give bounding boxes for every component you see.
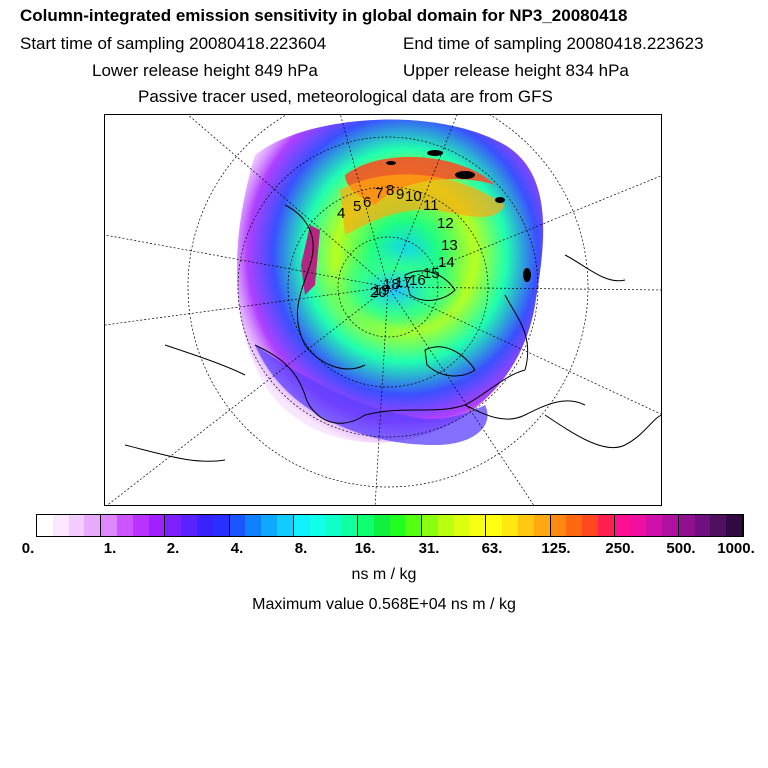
traj-label: 17 bbox=[395, 274, 412, 291]
coastlines bbox=[124, 204, 661, 462]
colorbar-tick: 16. bbox=[354, 540, 376, 557]
colorbar-segment bbox=[678, 515, 695, 536]
map-canvas: 4 5 6 7 8 9 10 11 12 13 14 15 16 17 18 1… bbox=[105, 115, 661, 505]
traj-label: 10 bbox=[405, 188, 422, 205]
traj-label: 14 bbox=[438, 254, 455, 271]
figure-title: Column-integrated emission sensitivity i… bbox=[20, 6, 628, 25]
colorbar-segment bbox=[52, 515, 69, 536]
traj-label: 11 bbox=[423, 197, 439, 214]
colorbar-segment bbox=[357, 515, 374, 536]
colorbar-segment bbox=[276, 515, 294, 536]
traj-label: 6 bbox=[363, 194, 371, 211]
emission-sensitivity-map: 4 5 6 7 8 9 10 11 12 13 14 15 16 17 18 1… bbox=[104, 114, 662, 506]
plume-orange-band bbox=[340, 174, 505, 235]
colorbar-segment bbox=[309, 515, 326, 536]
colorbar-segment bbox=[229, 515, 246, 536]
colorbar-segment bbox=[517, 515, 534, 536]
colorbar-tick: 125. bbox=[541, 540, 571, 557]
traj-label: 7 bbox=[375, 185, 383, 202]
colorbar-segment bbox=[212, 515, 230, 536]
colorbar-segment bbox=[148, 515, 166, 536]
dark-islands bbox=[386, 150, 531, 282]
colorbar-segment bbox=[662, 515, 679, 536]
colorbar-segment bbox=[550, 515, 567, 536]
colorbar-segment bbox=[68, 515, 85, 536]
colorbar-tick: 8. bbox=[294, 540, 308, 557]
end-time: End time of sampling 20080418.223623 bbox=[403, 34, 704, 53]
traj-label: 12 bbox=[437, 215, 454, 232]
traj-label: 19 bbox=[373, 282, 390, 299]
colorbar-segment bbox=[582, 515, 598, 536]
start-time: Start time of sampling 20080418.223604 bbox=[20, 34, 327, 53]
colorbar-segment bbox=[710, 515, 727, 536]
upper-release-height: Upper release height 834 hPa bbox=[403, 61, 629, 80]
colorbar-segment bbox=[614, 515, 631, 536]
colorbar-segment bbox=[181, 515, 197, 536]
traj-label: 16 bbox=[409, 272, 426, 289]
colorbar-segment bbox=[502, 515, 518, 536]
colorbar-segment bbox=[325, 515, 342, 536]
colorbar-segment bbox=[196, 515, 213, 536]
colorbar-segment bbox=[101, 515, 117, 536]
maximum-value: Maximum value 0.568E+04 ns m / kg bbox=[252, 596, 516, 613]
colorbar bbox=[36, 514, 744, 537]
traj-label: 13 bbox=[441, 237, 458, 254]
graticule bbox=[105, 115, 661, 505]
colorbar-segment bbox=[597, 515, 615, 536]
traj-label: 4 bbox=[337, 205, 345, 222]
plume-lower-lobe bbox=[255, 345, 488, 445]
colorbar-segment bbox=[405, 515, 423, 536]
colorbar-segment bbox=[646, 515, 663, 536]
colorbar-tick: 250. bbox=[605, 540, 635, 557]
colorbar-segment bbox=[341, 515, 358, 536]
traj-label: 5 bbox=[353, 198, 361, 215]
colorbar-segment bbox=[726, 515, 744, 536]
colorbar-tick: 2. bbox=[166, 540, 180, 557]
colorbar-segment bbox=[116, 515, 133, 536]
lower-release-height: Lower release height 849 hPa bbox=[92, 61, 318, 80]
colorbar-segment bbox=[389, 515, 406, 536]
colorbar-segment bbox=[422, 515, 438, 536]
colorbar-segment bbox=[261, 515, 277, 536]
colorbar-tick: 1. bbox=[103, 540, 117, 557]
traj-label: 15 bbox=[423, 265, 440, 282]
traj-label: 18 bbox=[383, 276, 400, 293]
colorbar-segment bbox=[293, 515, 310, 536]
traj-label: 20 bbox=[370, 284, 387, 301]
colorbar-segment bbox=[566, 515, 583, 536]
colorbar-tick: 63. bbox=[481, 540, 503, 557]
colorbar-segment bbox=[437, 515, 454, 536]
traj-label: 8 bbox=[386, 182, 394, 199]
colorbar-tick: 4. bbox=[230, 540, 244, 557]
plume-core bbox=[325, 245, 465, 335]
tracer-note: Passive tracer used, meteorological data… bbox=[138, 87, 553, 106]
colorbar-tick: 31. bbox=[418, 540, 440, 557]
colorbar-segment bbox=[245, 515, 262, 536]
colorbar-segment bbox=[486, 515, 503, 536]
colorbar-tick: 1000. bbox=[717, 540, 755, 557]
trajectory-labels: 4 5 6 7 8 9 10 11 12 13 14 15 16 17 18 1… bbox=[337, 182, 458, 301]
colorbar-segment bbox=[84, 515, 102, 536]
colorbar-segment bbox=[373, 515, 390, 536]
colorbar-segment bbox=[37, 515, 53, 536]
traj-label: 9 bbox=[396, 186, 404, 203]
colorbar-segment bbox=[453, 515, 470, 536]
colorbar-segment bbox=[694, 515, 711, 536]
colorbar-segment bbox=[469, 515, 487, 536]
colorbar-segment bbox=[165, 515, 182, 536]
colorbar-units: ns m / kg bbox=[351, 566, 417, 583]
colorbar-segment bbox=[132, 515, 149, 536]
colorbar-segment bbox=[630, 515, 647, 536]
colorbar-tick: 0. bbox=[21, 540, 35, 557]
colorbar-segment bbox=[533, 515, 551, 536]
colorbar-tick: 500. bbox=[666, 540, 696, 557]
